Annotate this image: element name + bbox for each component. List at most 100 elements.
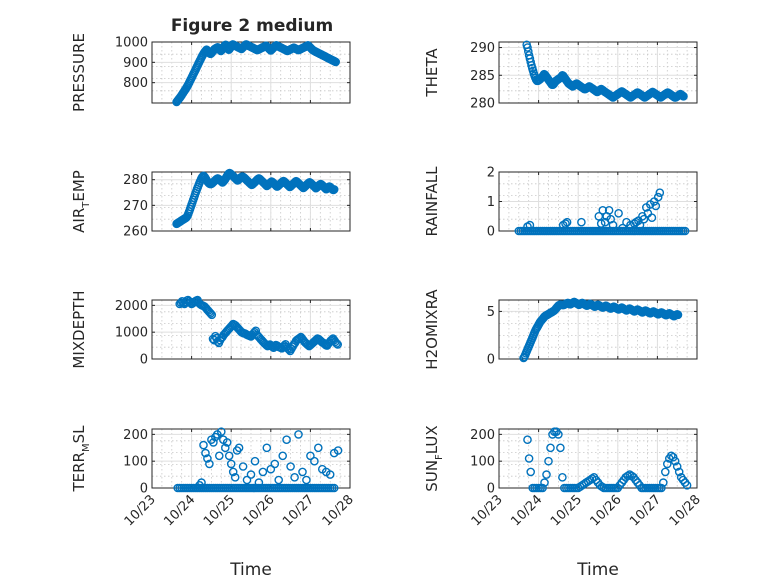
- data-point: [672, 462, 682, 471]
- data-point: [333, 340, 343, 349]
- data-point: [242, 475, 252, 485]
- x-tick-label: 10/25: [548, 492, 585, 529]
- y-axis-label: RAINFALL: [423, 166, 441, 237]
- data-point: [596, 219, 606, 228]
- x-tick-label: 10/25: [201, 492, 238, 529]
- series-theta: [522, 40, 688, 102]
- data-point: [286, 462, 295, 471]
- data-point: [290, 472, 299, 482]
- x-tick-label: 10/27: [627, 492, 664, 529]
- y-axis-label: MIXDEPTH: [70, 290, 88, 368]
- x-tick-label: 10/24: [161, 492, 198, 529]
- data-point: [282, 435, 291, 445]
- data-point: [313, 443, 323, 453]
- y-tick-label: 2000: [115, 299, 148, 314]
- data-point: [278, 451, 288, 461]
- axes-border: [151, 171, 351, 232]
- data-point: [283, 343, 293, 353]
- y-tick-label: 2: [487, 166, 495, 181]
- y-label-part: LUX: [423, 425, 441, 454]
- y-axis-label: H2OMIXRA: [423, 289, 441, 370]
- y-tick-label: 0: [487, 482, 495, 497]
- y-label-part: EMP: [70, 170, 88, 201]
- subplot-pressure: 800 900 1000 PRESSURE: [70, 33, 351, 112]
- y-tick-label: 260: [123, 225, 148, 240]
- data-point: [203, 454, 212, 463]
- data-point: [525, 220, 535, 230]
- data-point: [220, 443, 230, 453]
- data-point: [258, 467, 268, 477]
- data-point: [214, 451, 224, 461]
- x-tick-label: 10/28: [320, 492, 357, 529]
- data-point: [524, 454, 534, 463]
- x-tick-label: 10/27: [280, 492, 317, 529]
- data-point: [673, 310, 683, 320]
- axes-border: [151, 41, 351, 104]
- data-point: [556, 443, 565, 453]
- subplot-h2omixra: 0 5 H2OMIXRA: [423, 289, 698, 370]
- data-point: [635, 220, 645, 230]
- series-mixdepth: [175, 295, 343, 356]
- data-point: [306, 451, 315, 461]
- data-point: [577, 217, 586, 227]
- y-tick-label: 0: [140, 353, 148, 368]
- data-point: [216, 427, 226, 437]
- data-point: [332, 339, 341, 348]
- data-point: [659, 478, 668, 487]
- y-tick-label: 200: [470, 428, 495, 443]
- y-tick-label: 0: [487, 225, 495, 240]
- y-label-subscript: F: [434, 454, 445, 460]
- y-tick-label: 1: [487, 195, 495, 210]
- series-pressure: [172, 40, 341, 107]
- data-point: [623, 471, 633, 481]
- subplot-rainfall: 0 1 2 RAINFALL: [423, 166, 698, 240]
- y-axis-label: THETA: [423, 48, 441, 98]
- data-point: [226, 459, 236, 469]
- y-tick-label: 0: [140, 482, 148, 497]
- data-point: [639, 214, 649, 224]
- subplot-theta: 280 285 290 THETA: [423, 40, 698, 112]
- data-point: [523, 43, 532, 52]
- y-tick-label: 900: [123, 56, 148, 71]
- data-point: [201, 448, 210, 458]
- data-point: [294, 430, 303, 439]
- data-point: [251, 326, 261, 336]
- data-point: [262, 443, 272, 453]
- data-point: [657, 483, 666, 493]
- data-point: [554, 430, 563, 439]
- data-point: [674, 467, 684, 477]
- data-point: [558, 472, 567, 482]
- data-point: [250, 456, 260, 466]
- series-air_temp: [172, 168, 339, 229]
- data-point: [561, 219, 570, 228]
- y-axis-label: TERRMSL: [70, 425, 92, 493]
- x-axis-label: Time: [229, 560, 272, 580]
- data-point: [679, 92, 688, 101]
- x-axis-label: Time: [576, 560, 619, 580]
- data-point: [526, 467, 536, 477]
- y-axis-label: AIRTEMP: [70, 170, 92, 233]
- data-point: [331, 57, 341, 67]
- y-tick-label: 290: [470, 41, 495, 56]
- data-point: [587, 474, 597, 483]
- data-point: [542, 470, 551, 479]
- data-point: [523, 435, 532, 445]
- data-point: [234, 443, 244, 453]
- data-point: [206, 309, 215, 318]
- data-point: [651, 201, 661, 211]
- subplot-mixdepth: 0 1000 2000 MIXDEPTH: [70, 290, 351, 369]
- data-point: [325, 470, 335, 479]
- y-tick-label: 280: [470, 97, 495, 112]
- data-point: [222, 438, 232, 447]
- y-tick-label: 200: [123, 428, 148, 443]
- x-tick-label: 10/23: [469, 492, 506, 529]
- series-h2omixra: [519, 297, 683, 363]
- series-rainfall: [514, 188, 690, 236]
- data-point: [680, 226, 690, 236]
- data-point: [298, 467, 307, 477]
- data-point: [209, 438, 218, 447]
- data-point: [544, 456, 553, 466]
- x-tick-label: 10/28: [667, 492, 704, 529]
